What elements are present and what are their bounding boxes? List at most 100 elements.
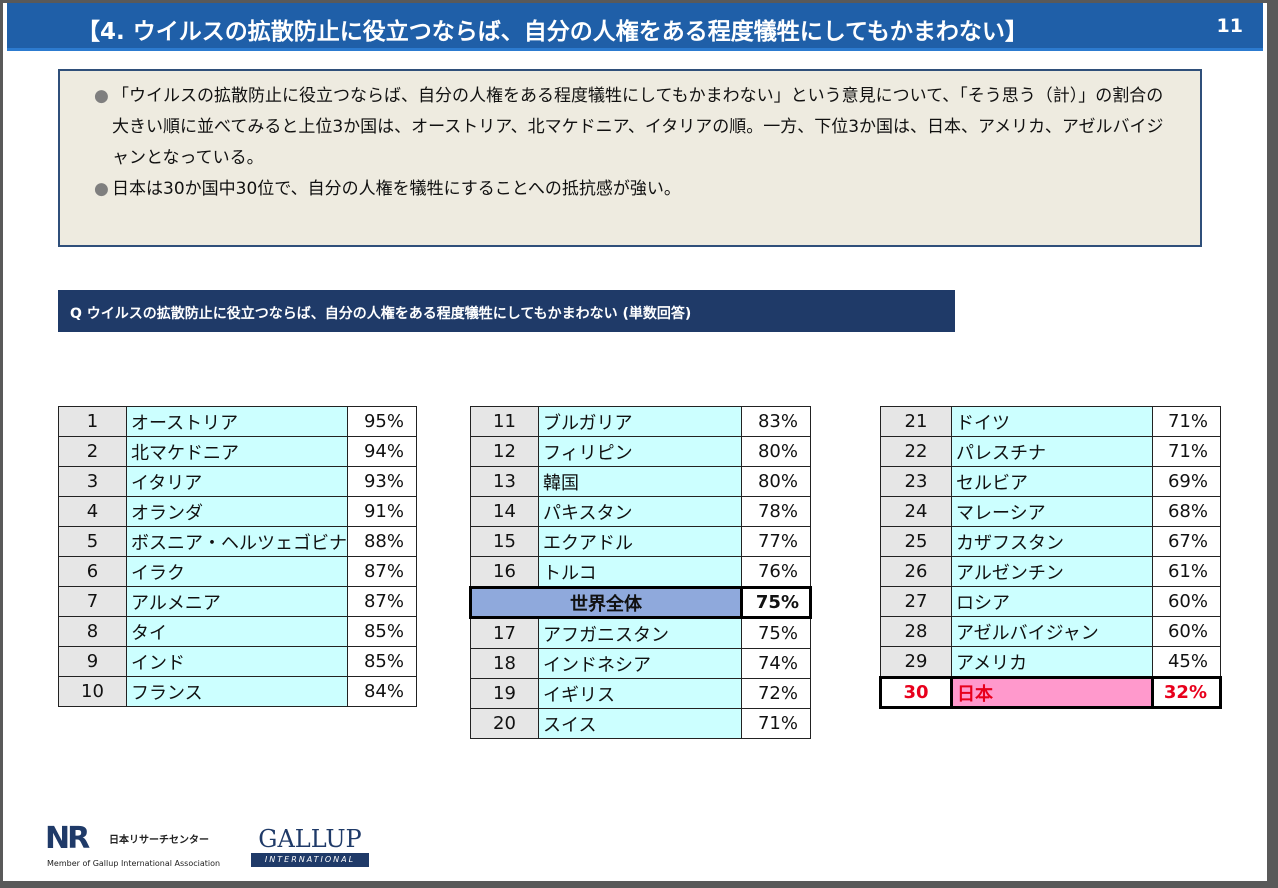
country-name: アルメニア — [126, 586, 348, 617]
percent-value: 60% — [1152, 616, 1221, 647]
question-label: Q ウイルスの拡散防止に役立つならば、自分の人権をある程度犠牲にしてもかまわない… — [70, 306, 692, 322]
table-row: 7 アルメニア 87% — [58, 586, 417, 617]
table-row: 16 トルコ 76% — [470, 556, 811, 588]
rank-number: 9 — [58, 646, 127, 677]
table-row: 8 タイ 85% — [58, 616, 417, 647]
percent-value: 94% — [347, 436, 417, 467]
rank-number: 30 — [879, 676, 953, 709]
rank-number: 3 — [58, 466, 127, 497]
country-name: インド — [126, 646, 348, 677]
country-name: 韓国 — [538, 466, 742, 497]
percent-value: 45% — [1152, 646, 1221, 678]
table-row: 12 フィリピン 80% — [470, 436, 811, 467]
rank-number: 20 — [470, 708, 539, 739]
nrc-member-note: Member of Gallup International Associati… — [47, 859, 221, 868]
country-name: フィリピン — [538, 436, 742, 467]
rank-number: 11 — [470, 406, 539, 437]
rank-number: 6 — [58, 556, 127, 587]
country-name: フランス — [126, 676, 348, 707]
country-name: インドネシア — [538, 648, 742, 679]
summary-text-1: 「ウイルスの拡散防止に役立つならば、自分の人権をある程度犠牲にしてもかまわない」… — [112, 86, 1164, 168]
country-name: アフガニスタン — [538, 617, 742, 649]
table-row: 26 アルゼンチン 61% — [880, 556, 1221, 587]
percent-value: 68% — [1152, 496, 1221, 527]
percent-value: 80% — [741, 466, 811, 497]
rank-number: 8 — [58, 616, 127, 647]
title-bar: 【4. ウイルスの拡散防止に役立つならば、自分の人権をある程度犠牲にしてもかまわ… — [7, 3, 1263, 51]
japan-row: 30 日本 32% — [879, 676, 1222, 709]
country-name: タイ — [126, 616, 348, 647]
country-name: イタリア — [126, 466, 348, 497]
percent-value: 77% — [741, 526, 811, 557]
rank-number: 21 — [880, 406, 952, 437]
gallup-subtitle: INTERNATIONAL — [251, 853, 369, 867]
table-row: 3 イタリア 93% — [58, 466, 417, 497]
table-row: 21 ドイツ 71% — [880, 406, 1221, 437]
country-name: イラク — [126, 556, 348, 587]
table-row: 25 カザフスタン 67% — [880, 526, 1221, 557]
percent-value: 71% — [1152, 406, 1221, 437]
table-row: 24 マレーシア 68% — [880, 496, 1221, 527]
country-name: カザフスタン — [951, 526, 1153, 557]
table-row: 17 アフガニスタン 75% — [470, 617, 811, 649]
percent-value: 74% — [741, 648, 811, 679]
summary-box: ● 「ウイルスの拡散防止に役立つならば、自分の人権をある程度犠牲にしてもかまわな… — [58, 69, 1202, 247]
country-name: ドイツ — [951, 406, 1153, 437]
percent-value: 78% — [741, 496, 811, 527]
world-average-value: 75% — [740, 586, 812, 619]
percent-value: 88% — [347, 526, 417, 557]
rank-number: 22 — [880, 436, 952, 467]
percent-value: 95% — [347, 406, 417, 437]
table-row: 10 フランス 84% — [58, 676, 417, 707]
percent-value: 80% — [741, 436, 811, 467]
percent-value: 71% — [1152, 436, 1221, 467]
country-name: イギリス — [538, 678, 742, 709]
rank-number: 23 — [880, 466, 952, 497]
rank-number: 2 — [58, 436, 127, 467]
rank-number: 29 — [880, 646, 952, 678]
ranking-table-3: 21 ドイツ 71% 22 パレスチナ 71% 23 セルビア 69% 24 マレーシア 68%… — [879, 406, 1222, 709]
rank-number: 28 — [880, 616, 952, 647]
gallup-wordmark: GALLUP — [258, 825, 362, 853]
country-name: 北マケドニア — [126, 436, 348, 467]
country-name: オランダ — [126, 496, 348, 527]
country-name: ロシア — [951, 586, 1153, 617]
rank-number: 19 — [470, 678, 539, 709]
table-row: 19 イギリス 72% — [470, 678, 811, 709]
country-name: トルコ — [538, 556, 742, 588]
table-row: 11 ブルガリア 83% — [470, 406, 811, 437]
nrc-mark: NR — [45, 821, 90, 856]
percent-value: 84% — [347, 676, 417, 707]
rank-number: 27 — [880, 586, 952, 617]
country-name: マレーシア — [951, 496, 1153, 527]
rank-number: 18 — [470, 648, 539, 679]
world-average-label: 世界全体 — [469, 586, 743, 619]
country-name: パレスチナ — [951, 436, 1153, 467]
rank-number: 1 — [58, 406, 127, 437]
percent-value: 67% — [1152, 526, 1221, 557]
percent-value: 93% — [347, 466, 417, 497]
table-row: 9 インド 85% — [58, 646, 417, 677]
slide: 【4. ウイルスの拡散防止に役立つならば、自分の人権をある程度犠牲にしてもかまわ… — [3, 3, 1267, 881]
question-bar: Q ウイルスの拡散防止に役立つならば、自分の人権をある程度犠牲にしてもかまわない… — [58, 290, 955, 332]
table-row: 15 エクアドル 77% — [470, 526, 811, 557]
rank-number: 12 — [470, 436, 539, 467]
table-row: 22 パレスチナ 71% — [880, 436, 1221, 467]
nrc-company-name: 日本リサーチセンター — [109, 835, 209, 846]
country-name: アメリカ — [951, 646, 1153, 678]
summary-bullet-1: ● 「ウイルスの拡散防止に役立つならば、自分の人権をある程度犠牲にしてもかまわな… — [94, 81, 1174, 174]
slide-title: 【4. ウイルスの拡散防止に役立つならば、自分の人権をある程度犠牲にしてもかまわ… — [77, 19, 1028, 45]
bullet-dot-icon: ● — [94, 179, 109, 199]
table-row: 13 韓国 80% — [470, 466, 811, 497]
percent-value: 87% — [347, 556, 417, 587]
country-name: 日本 — [950, 676, 1154, 709]
percent-value: 91% — [347, 496, 417, 527]
rank-number: 14 — [470, 496, 539, 527]
rank-number: 16 — [470, 556, 539, 588]
percent-value: 60% — [1152, 586, 1221, 617]
rank-number: 10 — [58, 676, 127, 707]
table-row: 6 イラク 87% — [58, 556, 417, 587]
rank-number: 13 — [470, 466, 539, 497]
rank-number: 7 — [58, 586, 127, 617]
summary-text-2: 日本は30か国中30位で、自分の人権を犠牲にすることへの抵抗感が強い。 — [112, 179, 681, 199]
